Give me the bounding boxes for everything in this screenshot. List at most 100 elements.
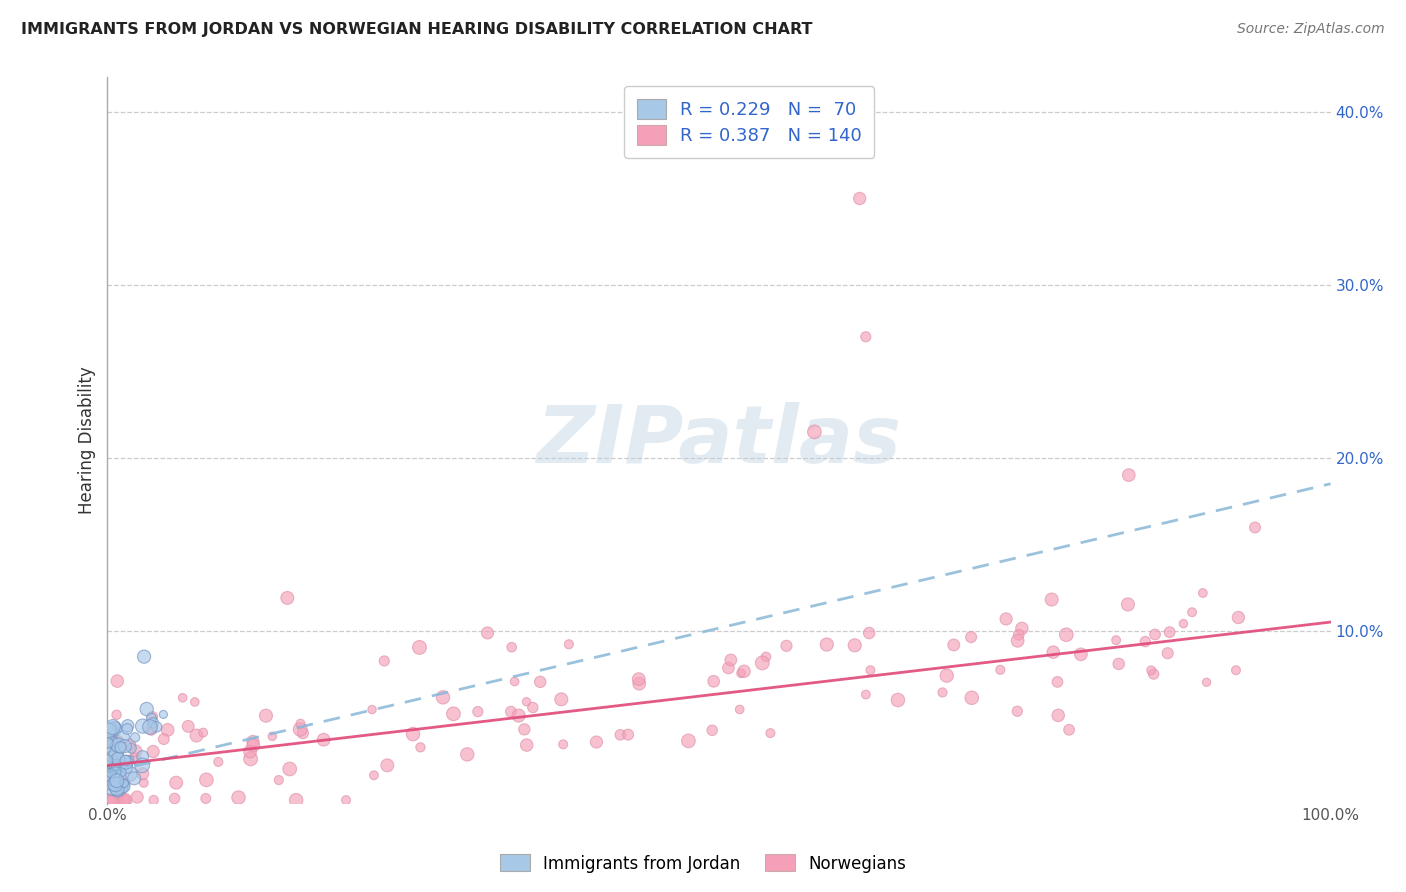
Point [1173,616,1195,631]
Point [1008,628,1031,642]
Point [239,745,262,759]
Point [1195,675,1218,690]
Point [312,732,335,747]
Point [112,793,135,807]
Point [585,735,607,749]
Point [759,726,782,740]
Point [702,723,724,738]
Point [441,706,464,721]
Point [960,690,983,705]
Point [98,793,121,807]
Point [125,744,148,758]
Point [110,781,132,796]
Point [628,676,651,690]
Point [503,674,526,689]
Point [887,693,910,707]
Point [432,690,454,705]
Point [101,793,124,807]
Point [105,719,128,733]
Point [115,756,138,770]
Point [931,685,953,699]
Point [97,758,120,772]
Point [98,759,121,773]
Point [165,775,187,789]
Point [152,707,174,722]
Point [105,773,128,788]
Point [107,773,129,788]
Point [101,720,124,734]
Point [1057,723,1080,737]
Point [678,734,700,748]
Point [935,668,957,682]
Point [191,725,214,739]
Point [373,654,395,668]
Point [1007,704,1029,718]
Point [1105,633,1128,648]
Point [105,771,128,785]
Point [456,747,478,762]
Point [516,738,538,752]
Point [111,765,134,780]
Point [499,705,522,719]
Point [104,765,127,780]
Text: ZIPatlas: ZIPatlas [537,401,901,480]
Point [1054,628,1077,642]
Point [100,746,122,760]
Text: IMMIGRANTS FROM JORDAN VS NORWEGIAN HEARING DISABILITY CORRELATION CHART: IMMIGRANTS FROM JORDAN VS NORWEGIAN HEAR… [21,22,813,37]
Point [107,787,129,801]
Point [1007,633,1029,648]
Point [97,723,120,738]
Point [100,767,122,781]
Point [960,630,983,644]
Point [107,738,129,752]
Point [115,722,138,736]
Point [515,695,537,709]
Point [1244,520,1267,534]
Point [142,715,165,730]
Point [103,737,125,751]
Point [112,779,135,793]
Point [105,765,128,780]
Point [335,793,357,807]
Point [101,749,124,764]
Point [728,702,751,716]
Point [118,738,141,752]
Point [114,793,136,807]
Point [132,649,155,664]
Point [617,728,640,742]
Point [110,740,132,755]
Point [242,739,264,753]
Point [172,690,194,705]
Point [844,638,866,652]
Point [1140,663,1163,677]
Point [177,719,200,733]
Point [108,770,131,784]
Point [290,716,312,731]
Point [108,793,131,807]
Point [267,773,290,788]
Point [105,775,128,789]
Point [1042,645,1064,659]
Point [1144,627,1167,641]
Point [107,741,129,756]
Point [194,791,217,805]
Point [108,751,131,765]
Point [97,736,120,750]
Point [550,692,572,706]
Point [408,640,430,655]
Point [135,702,157,716]
Point [815,638,838,652]
Point [1046,674,1069,689]
Point [751,656,773,670]
Point [361,702,384,716]
Point [105,735,128,749]
Point [112,730,135,744]
Point [529,674,551,689]
Point [858,626,880,640]
Point [1192,586,1215,600]
Point [101,781,124,796]
Point [139,720,162,734]
Point [141,723,163,737]
Point [627,672,650,686]
Point [118,754,141,768]
